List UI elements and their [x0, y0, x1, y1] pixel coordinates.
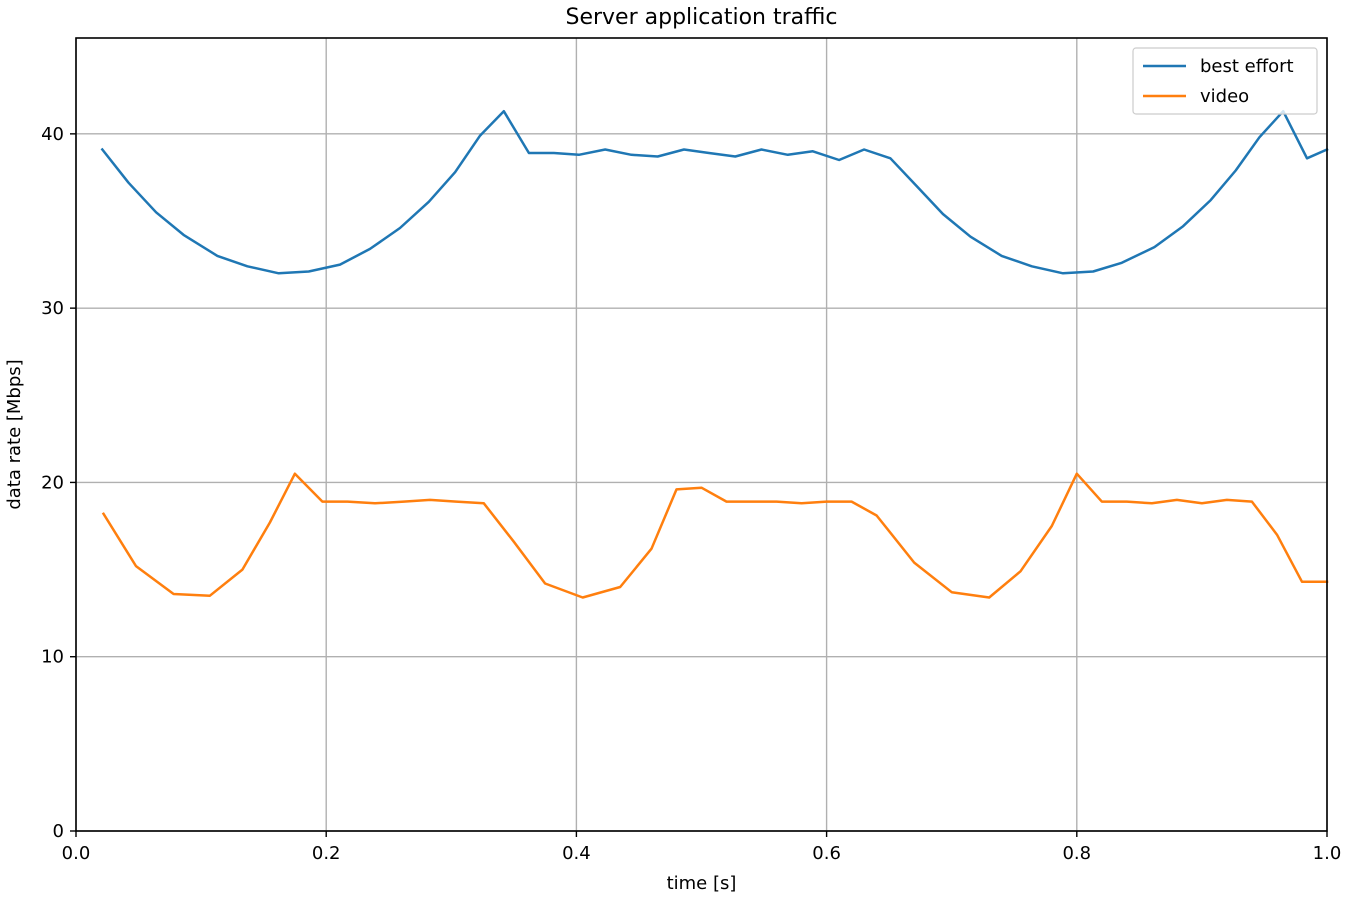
plot-frame	[75, 37, 1328, 832]
series-line-best-effort	[100, 109, 1329, 275]
chart-title: Server application traffic	[565, 5, 837, 30]
y-axis-label: data rate [Mbps]	[4, 359, 25, 509]
legend: best effort video	[1132, 47, 1318, 115]
series-line-video	[101, 472, 1329, 599]
legend-label-best-effort: best effort	[1200, 56, 1294, 77]
axis-ticks: 0.0 0.2 0.4 0.6 0.8 1.0 0 10 20 30 40	[41, 124, 1341, 864]
x-tick-label: 0.0	[62, 843, 91, 864]
y-tick-label: 20	[41, 472, 64, 493]
series-lines	[100, 109, 1329, 599]
y-tick-label: 40	[41, 124, 64, 145]
legend-label-video: video	[1200, 86, 1249, 107]
x-tick-label: 1.0	[1313, 843, 1342, 864]
y-tick-label: 0	[53, 821, 64, 842]
x-tick-label: 0.4	[562, 843, 591, 864]
legend-box	[1132, 47, 1318, 115]
y-tick-label: 10	[41, 647, 64, 668]
y-tick-label: 30	[41, 298, 64, 319]
x-tick-label: 0.2	[312, 843, 341, 864]
x-axis-label: time [s]	[667, 873, 737, 894]
x-tick-label: 0.8	[1062, 843, 1091, 864]
x-tick-label: 0.6	[812, 843, 841, 864]
